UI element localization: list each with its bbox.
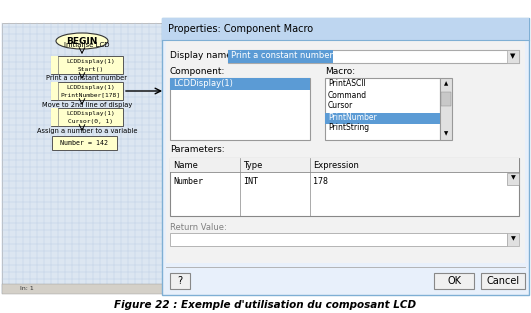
FancyBboxPatch shape xyxy=(51,108,58,126)
FancyBboxPatch shape xyxy=(170,78,310,140)
Text: ?: ? xyxy=(177,276,183,286)
Text: BEGIN: BEGIN xyxy=(66,37,98,45)
Text: Move to 2nd line of display: Move to 2nd line of display xyxy=(42,101,132,107)
Text: Cursor: Cursor xyxy=(328,101,353,110)
Text: Command: Command xyxy=(328,90,367,100)
Text: PrintNumber[178]: PrintNumber[178] xyxy=(61,93,121,98)
Text: Component:: Component: xyxy=(170,68,225,76)
Text: Initialise LCD: Initialise LCD xyxy=(64,42,110,48)
FancyBboxPatch shape xyxy=(434,273,474,289)
FancyBboxPatch shape xyxy=(2,284,163,294)
Text: LCDDisplay(1): LCDDisplay(1) xyxy=(66,85,115,90)
Text: Print a constant number: Print a constant number xyxy=(47,75,127,81)
Text: OK: OK xyxy=(447,276,461,286)
FancyBboxPatch shape xyxy=(2,23,163,293)
Text: Number: Number xyxy=(173,177,203,186)
FancyBboxPatch shape xyxy=(507,233,519,246)
Text: Parameters:: Parameters: xyxy=(170,146,225,155)
Text: Display name:: Display name: xyxy=(170,52,235,60)
Text: PrintNumber: PrintNumber xyxy=(328,112,377,121)
Text: Print a constant number: Print a constant number xyxy=(231,52,333,60)
FancyBboxPatch shape xyxy=(507,173,519,185)
FancyBboxPatch shape xyxy=(481,273,525,289)
Text: Cancel: Cancel xyxy=(486,276,519,286)
FancyBboxPatch shape xyxy=(228,49,519,63)
Text: 178: 178 xyxy=(313,177,328,186)
FancyBboxPatch shape xyxy=(441,92,451,106)
FancyBboxPatch shape xyxy=(162,18,529,295)
FancyBboxPatch shape xyxy=(51,82,123,100)
Text: LCDDisplay(1): LCDDisplay(1) xyxy=(66,111,115,116)
FancyBboxPatch shape xyxy=(52,136,117,150)
Text: LCDDisplay(1): LCDDisplay(1) xyxy=(173,80,233,89)
FancyBboxPatch shape xyxy=(51,56,123,74)
FancyBboxPatch shape xyxy=(170,273,190,289)
Text: ln: 1: ln: 1 xyxy=(20,286,34,291)
Text: Expression: Expression xyxy=(313,161,359,170)
Text: Figure 22 : Exemple d'utilisation du composant LCD: Figure 22 : Exemple d'utilisation du com… xyxy=(114,300,416,310)
FancyBboxPatch shape xyxy=(166,22,525,263)
Text: Assign a number to a variable: Assign a number to a variable xyxy=(37,127,137,134)
Text: ▼: ▼ xyxy=(444,131,448,136)
FancyBboxPatch shape xyxy=(51,56,58,74)
Text: Macro:: Macro: xyxy=(325,68,355,76)
Text: ▼: ▼ xyxy=(510,53,516,59)
Text: ▲: ▲ xyxy=(444,81,448,86)
FancyBboxPatch shape xyxy=(440,78,452,140)
FancyBboxPatch shape xyxy=(51,108,123,126)
Text: ▼: ▼ xyxy=(511,237,516,242)
FancyBboxPatch shape xyxy=(170,78,310,90)
Text: Name: Name xyxy=(173,161,198,170)
FancyBboxPatch shape xyxy=(170,158,519,216)
Text: Cursor(0, 1): Cursor(0, 1) xyxy=(68,119,113,124)
FancyBboxPatch shape xyxy=(507,49,519,63)
Text: Properties: Component Macro: Properties: Component Macro xyxy=(168,24,313,34)
Text: Return Value:: Return Value: xyxy=(170,223,227,233)
FancyBboxPatch shape xyxy=(162,18,529,40)
Text: PrintASCII: PrintASCII xyxy=(328,80,366,89)
FancyBboxPatch shape xyxy=(170,158,519,172)
FancyBboxPatch shape xyxy=(325,78,440,140)
Text: LCDDisplay(1): LCDDisplay(1) xyxy=(66,59,115,64)
Text: INT: INT xyxy=(243,177,258,186)
FancyBboxPatch shape xyxy=(325,112,440,124)
FancyBboxPatch shape xyxy=(170,233,507,246)
Text: Number = 142: Number = 142 xyxy=(60,140,108,146)
FancyBboxPatch shape xyxy=(51,82,58,100)
FancyBboxPatch shape xyxy=(228,49,333,63)
Text: PrintString: PrintString xyxy=(328,124,369,132)
Text: Type: Type xyxy=(243,161,262,170)
Text: Start(): Start() xyxy=(78,66,104,71)
Ellipse shape xyxy=(56,33,108,49)
Text: ▼: ▼ xyxy=(511,176,516,181)
